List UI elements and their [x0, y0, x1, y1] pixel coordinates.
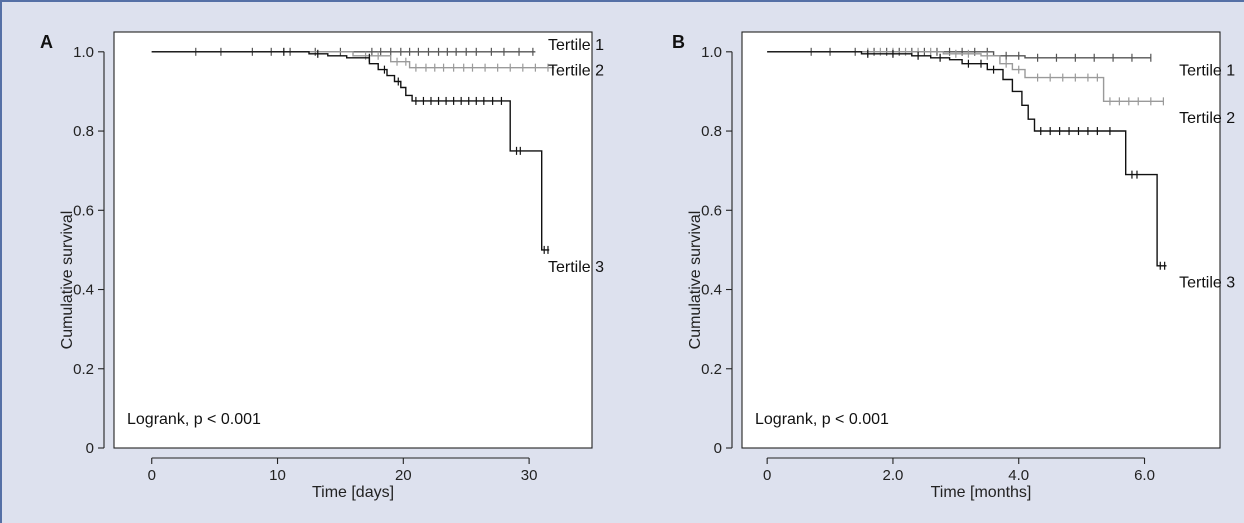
y-tick-label: 0.4	[73, 282, 94, 299]
tertile-3-label: Tertile 3	[548, 259, 604, 276]
x-axis-label: Time [months]	[931, 484, 1032, 501]
y-tick-label: 0	[714, 440, 722, 457]
panel-letter: B	[672, 32, 685, 52]
logrank-annotation: Logrank, p < 0.001	[755, 411, 889, 428]
x-tick-label: 30	[521, 467, 538, 484]
tertile-3-curve	[767, 51, 1167, 267]
y-tick-label: 0.6	[73, 202, 94, 219]
y-tick-label: 0.4	[701, 282, 722, 299]
x-tick-label: 6.0	[1134, 467, 1155, 484]
series-layer: Tertile 1 Tertile 2 Tertile 3	[151, 37, 604, 276]
x-tick-label: 10	[269, 467, 286, 484]
tertile-2-curve	[151, 51, 555, 69]
x-tick-label: 0	[148, 467, 156, 484]
y-axis-label: Cumulative survival	[59, 211, 76, 350]
x-axis-label: Time [days]	[312, 484, 394, 501]
y-tick-label: 0.2	[701, 361, 722, 378]
y-tick-label: 0.8	[73, 123, 94, 140]
panel-letter: A	[40, 32, 53, 52]
x-axis: 0 10 20 30	[148, 457, 538, 484]
x-tick-label: 2.0	[883, 467, 904, 484]
tertile-1-label: Tertile 1	[548, 37, 604, 54]
y-tick-label: 0	[86, 440, 94, 457]
x-tick-label: 4.0	[1008, 467, 1029, 484]
y-tick-label: 1.0	[73, 44, 94, 61]
y-tick-label: 0.6	[701, 202, 722, 219]
y-axis-label: Cumulative survival	[687, 211, 704, 350]
y-tick-label: 1.0	[701, 44, 722, 61]
tertile-3-curve	[151, 51, 550, 251]
tertile-3-label: Tertile 3	[1179, 275, 1235, 292]
y-tick-label: 0.8	[701, 123, 722, 140]
panel-a: A 0 10 20 30 00.20.40.60.81.0 Tertile 1Tert…	[40, 31, 604, 501]
x-axis: 0 2.0 4.0 6.0	[763, 457, 1155, 484]
y-tick-label: 0.2	[73, 361, 94, 378]
logrank-annotation: Logrank, p < 0.001	[127, 411, 261, 428]
tertile-2-label: Tertile 2	[1179, 110, 1235, 127]
series-layer: Tertile 1 Tertile 2 Tertile 3	[767, 47, 1235, 292]
panel-b: B 0 2.0 4.0 6.0 00.20.40.60.81.0 Tertile 1T…	[672, 31, 1235, 501]
tertile-2-label: Tertile 2	[548, 63, 604, 80]
x-tick-label: 0	[763, 467, 771, 484]
y-axis: 0 0.2 0.4 0.6 0.8 1.0	[73, 44, 105, 457]
plot-area	[741, 31, 1221, 449]
x-tick-label: 20	[395, 467, 412, 484]
tertile-1-label: Tertile 1	[1179, 63, 1235, 80]
y-axis: 0 0.2 0.4 0.6 0.8 1.0	[701, 44, 733, 457]
plot-area	[113, 31, 593, 449]
